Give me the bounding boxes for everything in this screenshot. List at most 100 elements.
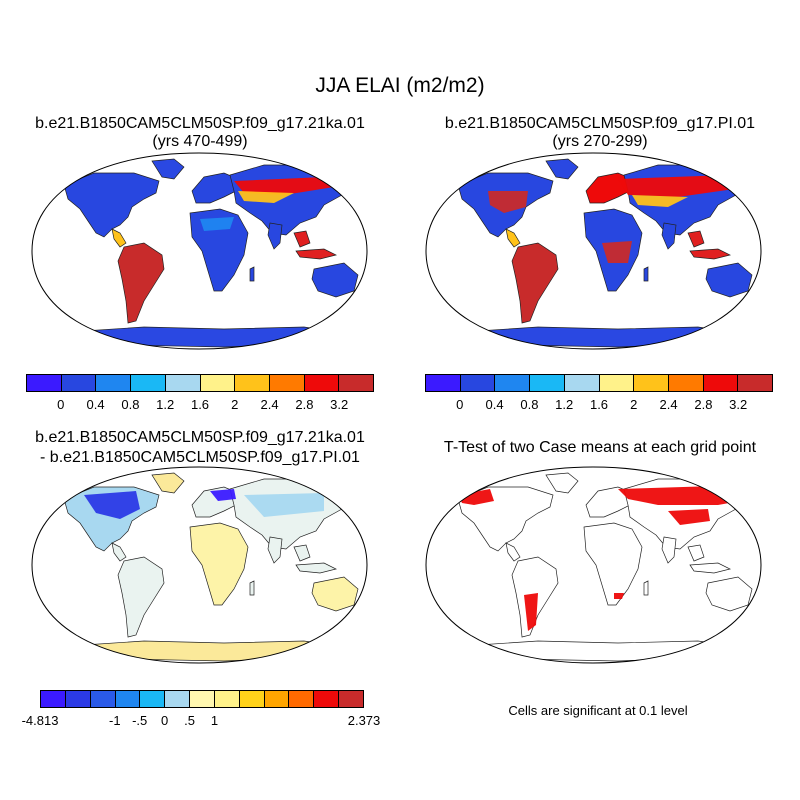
colorbar-tick-label: -4.813 — [21, 713, 59, 728]
colorbar-tick-label: 3.2 — [729, 397, 748, 412]
colorbar-tick-label: 0.4 — [485, 397, 504, 412]
colorbar-difference-swatch — [339, 691, 363, 707]
data-patch — [200, 217, 234, 231]
colorbar-21ka-labels: 0 0.4 0.8 1.2 1.6 2 2.4 2.8 3.2 — [26, 397, 374, 413]
colorbar-difference-swatch — [214, 691, 240, 707]
colorbar-21ka-swatch — [339, 375, 374, 391]
panel-bl-subtitle: - b.e21.B1850CAM5CLM50SP.f09_g17.PI.01 — [40, 449, 360, 466]
colorbar-pi-swatch — [703, 375, 739, 391]
map-pi-elai — [425, 152, 762, 350]
panel-tr-subtitle: (yrs 270-299) — [552, 133, 648, 150]
colorbar-difference-swatch — [165, 691, 191, 707]
landmass-centralAmerica — [505, 228, 521, 248]
data-patch — [84, 491, 140, 519]
colorbar-21ka-swatch — [131, 375, 166, 391]
landmass-india — [267, 222, 283, 250]
landmass-indonesia — [689, 562, 732, 574]
landmass-southAmerica — [117, 242, 165, 324]
colorbar-21ka-swatch — [27, 375, 62, 391]
map-border — [31, 152, 368, 350]
colorbar-tick-label: 0 — [57, 397, 65, 412]
colorbar-21ka-swatch — [269, 375, 305, 391]
colorbar-tick-label: 2.373 — [347, 713, 381, 728]
map-border — [425, 466, 762, 664]
colorbar-tick-label: 2 — [630, 397, 638, 412]
landmass-northAmerica — [63, 172, 160, 238]
colorbar-difference-swatch — [115, 691, 141, 707]
landmass-india — [661, 222, 677, 250]
landmass-centralAmerica — [111, 228, 127, 248]
landmass-centralAmerica — [505, 542, 521, 562]
landmass-seAsia — [687, 544, 705, 562]
colorbar-pi-swatch — [738, 375, 773, 391]
panel-br-title: T-Test of two Case means at each grid po… — [443, 439, 757, 456]
map-difference — [31, 466, 368, 664]
landmass-greenland — [545, 472, 579, 494]
landmass-nz — [361, 604, 367, 618]
colorbar-tick-label: 0 — [160, 713, 169, 728]
colorbar-21ka-swatch — [304, 375, 340, 391]
colorbar-tick-label: 0.8 — [520, 397, 539, 412]
landmass-nz — [755, 604, 761, 618]
colorbar-difference-swatch — [239, 691, 265, 707]
colorbar-tick-label: 1 — [210, 713, 219, 728]
landmass-indonesia — [295, 248, 338, 260]
colorbar-pi-swatch — [530, 375, 565, 391]
panel-tl-title: b.e21.B1850CAM5CLM50SP.f09_g17.21ka.01 — [35, 115, 365, 132]
landmass-madagascar — [249, 266, 255, 282]
colorbar-21ka-swatch — [96, 375, 132, 391]
colorbar-pi-labels: 0 0.4 0.8 1.2 1.6 2 2.4 2.8 3.2 — [425, 397, 773, 413]
colorbar-tick-label: 1.6 — [589, 397, 609, 412]
landmass-greenland — [545, 158, 579, 180]
colorbar-tick-label: 2.4 — [659, 397, 678, 412]
data-patch — [458, 489, 494, 505]
colorbar-pi-swatch — [564, 375, 600, 391]
colorbar-21ka-swatch — [165, 375, 201, 391]
landmass-seAsia — [687, 230, 705, 248]
landmass-seAsia — [293, 544, 311, 562]
colorbar-tick-label: 2.4 — [260, 397, 279, 412]
landmass-indonesia — [295, 562, 338, 574]
landmass-india — [267, 536, 283, 564]
landmass-southAmerica — [117, 556, 165, 638]
map-border — [31, 466, 368, 664]
colorbar-tick-label: .5 — [184, 713, 195, 728]
colorbar-pi — [425, 374, 773, 392]
colorbar-tick-label: -.5 — [132, 713, 148, 728]
colorbar-tick-label: 2.8 — [295, 397, 314, 412]
colorbar-pi-swatch — [495, 375, 531, 391]
data-patch — [238, 191, 294, 203]
panel-tl-subtitle: (yrs 470-499) — [152, 133, 248, 150]
colorbar-difference-swatch — [289, 691, 315, 707]
colorbar-pi-swatch — [426, 375, 461, 391]
map-ttest-significance — [425, 466, 762, 664]
colorbar-difference-swatch — [314, 691, 340, 707]
landmass-australia — [705, 262, 753, 298]
colorbar-pi-swatch — [599, 375, 635, 391]
panel-bl-title: b.e21.B1850CAM5CLM50SP.f09_g17.21ka.01 — [35, 429, 365, 446]
data-patch — [524, 593, 538, 631]
data-patch — [668, 509, 710, 525]
map-21ka-elai — [31, 152, 368, 350]
colorbar-tick-label: -1 — [108, 713, 121, 728]
landmass-centralAmerica — [111, 542, 127, 562]
colorbar-tick-label: 2 — [231, 397, 239, 412]
landmass-greenland — [151, 158, 185, 180]
landmass-india — [661, 536, 677, 564]
colorbar-pi-swatch — [460, 375, 496, 391]
colorbar-tick-label: 1.2 — [555, 397, 574, 412]
landmass-indonesia — [689, 248, 732, 260]
colorbar-difference-swatch — [140, 691, 166, 707]
map-border — [425, 152, 762, 350]
landmass-madagascar — [643, 266, 649, 282]
colorbar-tick-label: 2.8 — [694, 397, 713, 412]
data-patch — [244, 493, 324, 517]
data-patch — [602, 241, 632, 263]
landmass-madagascar — [643, 580, 649, 596]
data-patch — [752, 603, 761, 615]
data-patch — [488, 191, 528, 213]
data-patch — [618, 175, 734, 197]
colorbar-21ka-swatch — [200, 375, 236, 391]
colorbar-difference-swatch — [41, 691, 66, 707]
landmass-seAsia — [293, 230, 311, 248]
